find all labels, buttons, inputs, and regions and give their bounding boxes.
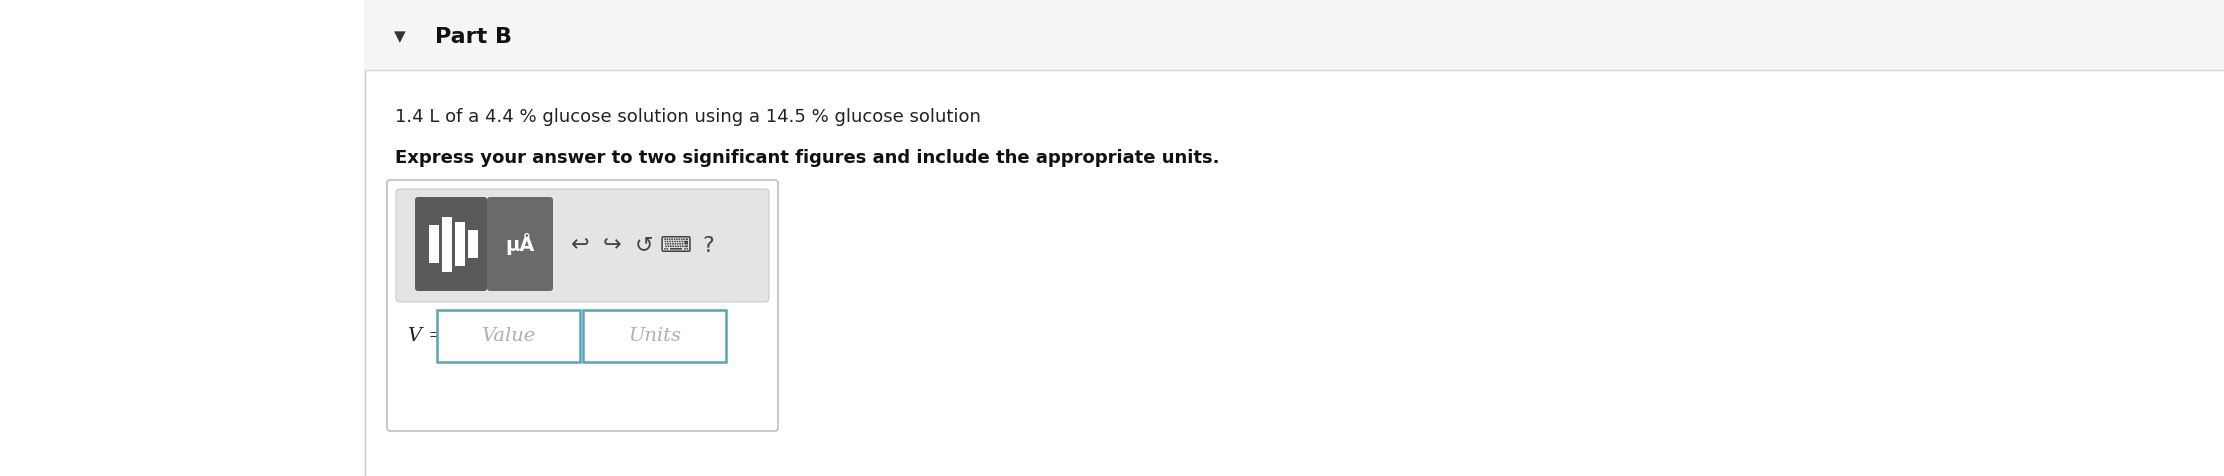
Text: Units: Units [627, 327, 681, 345]
Text: μÅ: μÅ [505, 233, 534, 255]
FancyBboxPatch shape [396, 189, 770, 302]
Text: 1.4 L of a 4.4 % glucose solution using a 14.5 % glucose solution: 1.4 L of a 4.4 % glucose solution using … [396, 108, 981, 126]
Text: ↺: ↺ [634, 236, 654, 256]
FancyBboxPatch shape [416, 197, 487, 291]
Text: ▼: ▼ [394, 30, 405, 44]
Text: ↩: ↩ [572, 236, 589, 256]
Text: Express your answer to two significant figures and include the appropriate units: Express your answer to two significant f… [396, 149, 1219, 167]
Bar [467, 230, 478, 258]
Text: ?: ? [703, 236, 714, 256]
Text: ⌨: ⌨ [661, 236, 692, 256]
Bar [583, 310, 725, 362]
Bar [429, 225, 438, 263]
FancyBboxPatch shape [387, 180, 778, 431]
Text: Value: Value [480, 327, 536, 345]
Text: ↪: ↪ [603, 236, 620, 256]
Text: Part B: Part B [436, 27, 512, 47]
Bar [456, 222, 465, 266]
Bar [436, 310, 580, 362]
Bar [365, 0, 2224, 70]
FancyBboxPatch shape [487, 197, 554, 291]
Text: V =: V = [407, 327, 445, 345]
Bar [443, 217, 451, 271]
